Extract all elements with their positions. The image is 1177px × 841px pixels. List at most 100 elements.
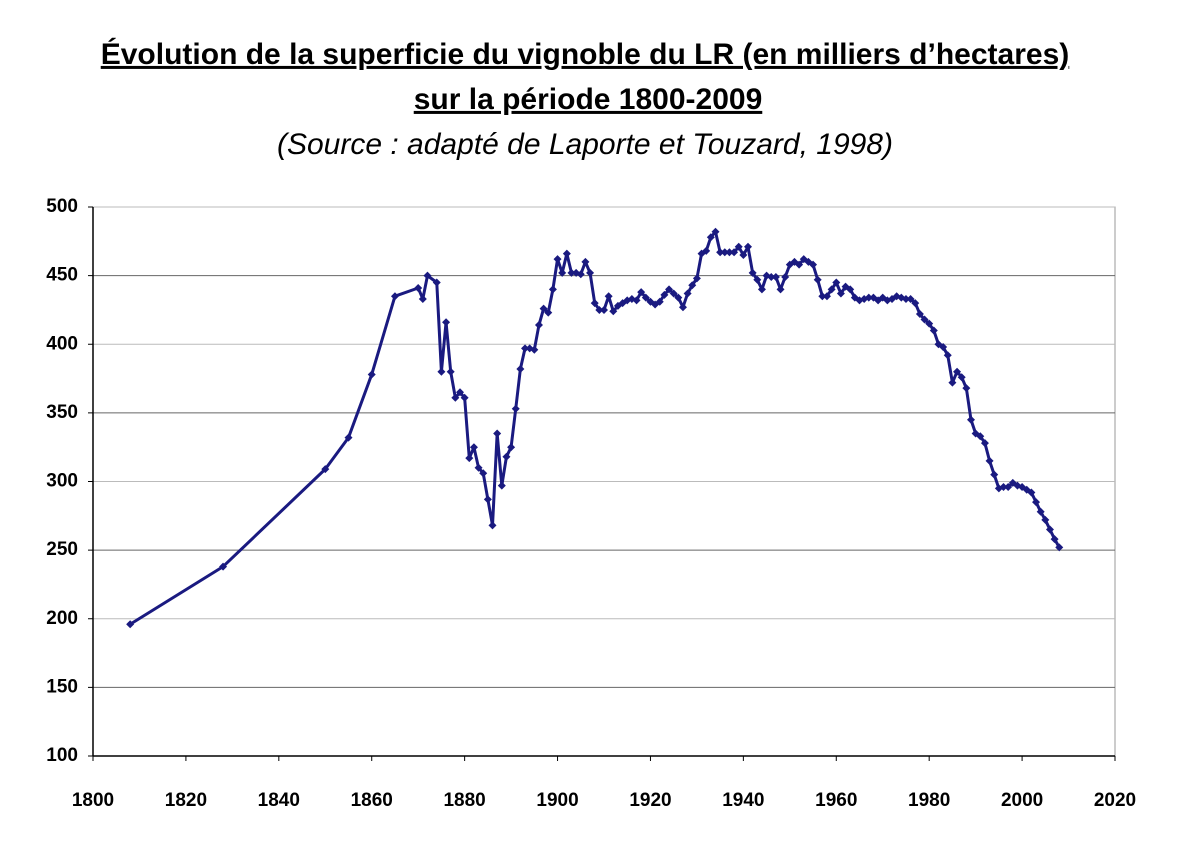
- y-tick-label: 300: [46, 471, 78, 492]
- point: [776, 285, 785, 294]
- point: [734, 242, 743, 251]
- x-tick-label: 1900: [536, 790, 578, 811]
- point: [502, 452, 511, 461]
- point: [586, 268, 595, 277]
- y-tick-label: 150: [46, 676, 78, 697]
- point: [720, 248, 729, 257]
- point: [511, 404, 520, 413]
- point: [219, 562, 228, 571]
- point: [795, 260, 804, 269]
- point: [567, 268, 576, 277]
- point: [126, 620, 135, 629]
- y-tick-label: 100: [46, 745, 78, 766]
- x-tick-label: 1940: [722, 790, 764, 811]
- point: [465, 454, 474, 463]
- point: [767, 272, 776, 281]
- point: [432, 278, 441, 287]
- point: [818, 292, 827, 301]
- point: [455, 388, 464, 397]
- y-tick-label: 200: [46, 608, 78, 629]
- point: [962, 384, 971, 393]
- point: [976, 432, 985, 441]
- point: [367, 370, 376, 379]
- point: [929, 326, 938, 335]
- point: [581, 257, 590, 266]
- y-tick-label: 400: [46, 333, 78, 354]
- point: [836, 289, 845, 298]
- x-tick-label: 1800: [72, 790, 114, 811]
- point: [678, 303, 687, 312]
- point: [418, 294, 427, 303]
- point: [943, 351, 952, 360]
- point: [1045, 525, 1054, 534]
- point: [683, 289, 692, 298]
- point: [321, 465, 330, 474]
- point: [688, 281, 697, 290]
- point: [451, 393, 460, 402]
- point: [939, 342, 948, 351]
- point: [739, 251, 748, 260]
- point: [493, 429, 502, 438]
- x-tick-label: 1980: [908, 790, 950, 811]
- point: [637, 288, 646, 297]
- point: [809, 260, 818, 269]
- point: [544, 308, 553, 317]
- x-tick-label: 1840: [258, 790, 300, 811]
- point: [507, 443, 516, 452]
- point: [534, 321, 543, 330]
- point: [725, 248, 734, 257]
- point: [446, 367, 455, 376]
- chart-subtitle: (Source : adapté de Laporte et Touzard, …: [277, 128, 893, 161]
- point: [813, 275, 822, 284]
- y-tick-label: 450: [46, 265, 78, 286]
- point: [827, 285, 836, 294]
- point: [706, 233, 715, 242]
- x-tick-label: 1820: [165, 790, 207, 811]
- point: [423, 271, 432, 280]
- point: [716, 248, 725, 257]
- x-tick-label: 2000: [1001, 790, 1043, 811]
- point: [497, 481, 506, 490]
- point: [469, 443, 478, 452]
- point: [632, 296, 641, 305]
- x-tick-label: 1960: [815, 790, 857, 811]
- point: [702, 246, 711, 255]
- point: [730, 248, 739, 257]
- point: [539, 304, 548, 313]
- x-tick-label: 2020: [1094, 790, 1136, 811]
- point: [1050, 535, 1059, 544]
- y-tick-label: 500: [46, 196, 78, 217]
- x-tick-label: 1880: [443, 790, 485, 811]
- point: [911, 299, 920, 308]
- point: [1018, 482, 1027, 491]
- point: [985, 456, 994, 465]
- point: [1004, 482, 1013, 491]
- point: [488, 521, 497, 530]
- point: [641, 293, 650, 302]
- point: [442, 318, 451, 327]
- point: [521, 344, 530, 353]
- point: [548, 285, 557, 294]
- point: [999, 482, 1008, 491]
- point: [437, 367, 446, 376]
- x-tick-label: 1860: [351, 790, 393, 811]
- point: [864, 293, 873, 302]
- point: [822, 292, 831, 301]
- point: [781, 272, 790, 281]
- point: [390, 292, 399, 301]
- point: [595, 305, 604, 314]
- y-tick-label: 350: [46, 402, 78, 423]
- point: [920, 315, 929, 324]
- point: [1036, 507, 1045, 516]
- point: [901, 294, 910, 303]
- chart-title: Évolution de la superficie du vignoble d…: [101, 37, 1070, 71]
- point: [600, 305, 608, 314]
- point: [590, 299, 599, 308]
- point: [562, 249, 571, 258]
- point: [553, 255, 562, 264]
- point: [516, 364, 525, 373]
- point: [748, 268, 757, 277]
- point: [771, 272, 780, 281]
- point: [906, 294, 915, 303]
- point: [953, 367, 962, 376]
